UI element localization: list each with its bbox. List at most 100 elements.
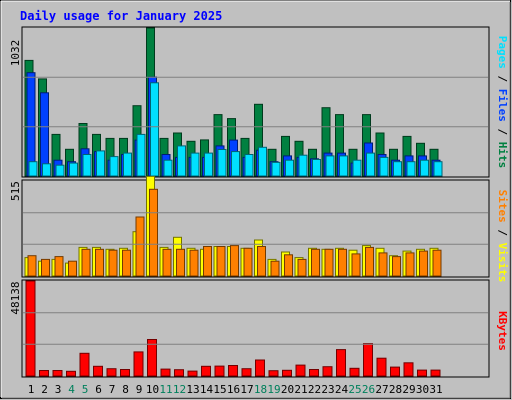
bar-kbytes-day-5 xyxy=(79,352,90,377)
bar-sites-day-1 xyxy=(27,255,37,277)
bar-pages-day-5 xyxy=(82,154,92,177)
bar-pages-day-29 xyxy=(406,161,416,177)
bar-pages-day-8 xyxy=(123,152,132,177)
bar-sites-day-29 xyxy=(405,252,415,277)
x-tick-label: 7 xyxy=(109,383,116,396)
x-tick-label: 24 xyxy=(335,383,349,396)
x-tick-label: 27 xyxy=(375,383,388,396)
bar-sites-day-10 xyxy=(149,188,158,277)
legend-pages: Pages xyxy=(496,36,509,69)
panel-kbytes: 48138 xyxy=(9,279,490,378)
bar-sites-day-15 xyxy=(216,246,226,277)
bar-sites-day-2 xyxy=(41,258,50,277)
x-tick-label: 26 xyxy=(362,383,375,396)
bar-kbytes-day-27 xyxy=(376,357,387,377)
bar-kbytes-day-16 xyxy=(228,365,238,377)
x-tick-label: 19 xyxy=(267,383,280,396)
bar-kbytes-day-9 xyxy=(133,351,144,377)
x-tick-label: 28 xyxy=(389,383,402,396)
bar-sites-day-5 xyxy=(81,248,91,277)
x-tick-label: 14 xyxy=(200,383,214,396)
bar-pages-day-26 xyxy=(366,152,375,177)
bar-kbytes-day-22 xyxy=(309,369,319,377)
bar-pages-day-1 xyxy=(28,161,38,177)
bar-kbytes-day-2 xyxy=(39,370,49,377)
y-max-label-hits: 1032 xyxy=(9,40,22,67)
x-tick-label: 21 xyxy=(294,383,307,396)
x-tick-label: 11 xyxy=(159,383,172,396)
bar-sites-day-14 xyxy=(203,246,212,277)
bar-pages-day-9 xyxy=(136,133,146,177)
bar-pages-day-4 xyxy=(69,162,78,177)
bar-kbytes-day-15 xyxy=(214,365,225,377)
x-tick-label: 3 xyxy=(55,383,62,396)
bar-pages-day-7 xyxy=(109,156,119,177)
x-axis-labels: 1 2 3 4 5 6 7 8 9 10 11 12 13 14 15 16 17 18 19 20 21 22 23 24 2… xyxy=(28,383,443,396)
legend-files: Files xyxy=(496,89,509,122)
bar-sites-day-21 xyxy=(297,258,307,277)
bar-pages-day-15 xyxy=(217,149,227,177)
x-tick-label: 30 xyxy=(416,383,429,396)
bar-pages-day-13 xyxy=(190,152,200,177)
bar-kbytes-day-19 xyxy=(268,370,279,377)
bar-kbytes-day-28 xyxy=(390,366,400,377)
bar-pages-day-11 xyxy=(163,159,173,177)
bar-sites-day-9 xyxy=(135,216,145,277)
legend-group: KBytes xyxy=(496,311,509,351)
bar-kbytes-day-11 xyxy=(160,368,171,377)
x-tick-label: 16 xyxy=(227,383,240,396)
x-tick-label: 17 xyxy=(240,383,253,396)
bar-sites-day-25 xyxy=(351,253,361,277)
bar-kbytes-day-20 xyxy=(282,369,292,377)
legend-group: Pages / Files / Hits xyxy=(496,36,509,169)
bar-sites-day-17 xyxy=(243,247,253,277)
bar-kbytes-day-30 xyxy=(417,369,427,377)
bar-sites-day-7 xyxy=(108,249,118,277)
legend-text: Pages / Files / Hits xyxy=(496,36,509,169)
bar-sites-day-19 xyxy=(270,260,280,277)
x-tick-label: 29 xyxy=(402,383,415,396)
x-tick-label: 1 xyxy=(28,383,35,396)
bar-sites-day-6 xyxy=(95,248,104,277)
bar-sites-day-23 xyxy=(324,248,334,277)
x-tick-label: 5 xyxy=(82,383,89,396)
x-tick-label: 13 xyxy=(186,383,199,396)
x-tick-label: 25 xyxy=(348,383,361,396)
bar-kbytes-day-26 xyxy=(363,343,373,377)
bar-pages-day-31 xyxy=(433,161,443,177)
y-max-label-visits: 515 xyxy=(9,181,22,201)
bar-pages-day-19 xyxy=(271,161,281,177)
legend-right: Pages / Files / Hits Sites / Visits KBytes xyxy=(496,36,509,351)
bars xyxy=(24,27,443,377)
grid xyxy=(23,76,488,345)
bar-pages-day-3 xyxy=(55,164,65,177)
bar-pages-day-17 xyxy=(244,154,254,177)
bar-pages-day-22 xyxy=(312,159,321,177)
bar-kbytes-day-23 xyxy=(322,366,333,377)
bar-files-day-1 xyxy=(26,72,36,177)
y-max-label-kbytes: 48138 xyxy=(9,281,22,314)
bar-kbytes-day-21 xyxy=(295,364,306,377)
bar-kbytes-day-13 xyxy=(187,370,198,377)
legend-separator: / xyxy=(496,69,509,89)
bar-sites-day-30 xyxy=(419,250,428,277)
x-tick-label: 8 xyxy=(122,383,129,396)
bar-pages-day-20 xyxy=(285,159,294,177)
x-tick-label: 22 xyxy=(308,383,321,396)
bar-pages-day-18 xyxy=(258,146,267,177)
bar-kbytes-day-31 xyxy=(430,369,441,377)
bar-kbytes-day-18 xyxy=(255,359,265,377)
x-tick-label: 20 xyxy=(281,383,294,396)
x-tick-label: 12 xyxy=(173,383,186,396)
bar-kbytes-day-1 xyxy=(25,280,36,377)
bar-sites-day-11 xyxy=(162,248,172,277)
bar-pages-day-25 xyxy=(352,159,362,177)
bar-sites-day-24 xyxy=(338,248,347,277)
legend-sites: Sites xyxy=(496,190,509,223)
bar-kbytes-day-8 xyxy=(120,369,130,377)
chart-title: Daily usage for January 2025 xyxy=(20,9,222,23)
legend-group: Sites / Visits xyxy=(496,190,509,283)
x-tick-label: 10 xyxy=(146,383,159,396)
bar-kbytes-day-17 xyxy=(241,368,252,377)
